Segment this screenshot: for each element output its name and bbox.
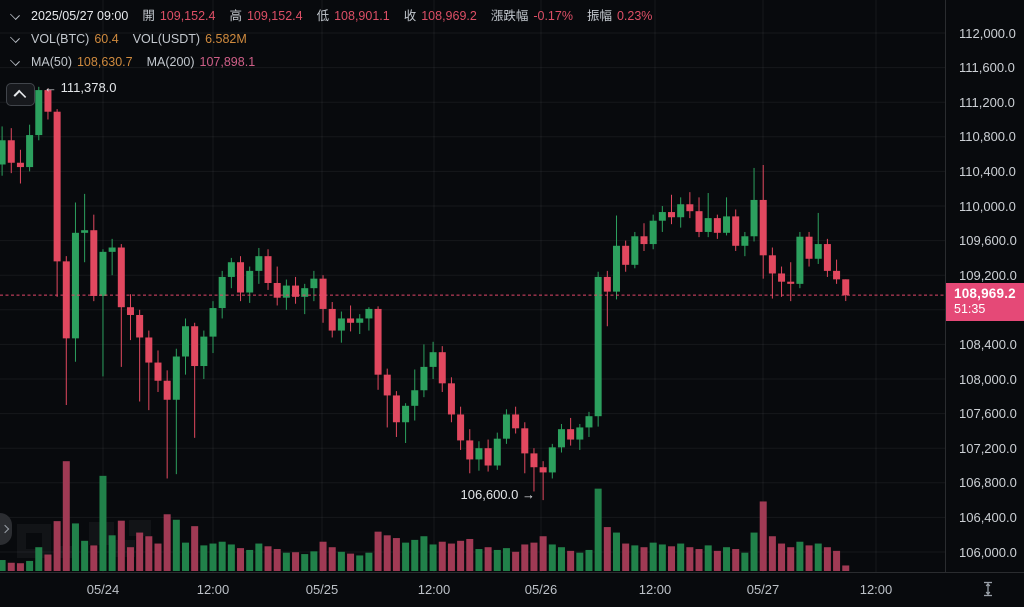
price-scale-icon[interactable] (980, 580, 996, 598)
current-price-badge: 108,969.2 51:35 (946, 282, 1024, 321)
chevron-down-icon[interactable] (10, 10, 20, 20)
high-price-annotation: ← 111,378.0 (44, 79, 117, 95)
price-axis-label: 111,200.0 (959, 94, 1015, 110)
time-axis[interactable]: 05/24 12:00 05/25 12:00 05/26 12:00 05/27 12:00 (0, 572, 1024, 607)
close-label: 收 (403, 9, 417, 23)
price-axis-label: 109,600.0 (959, 233, 1017, 249)
change-label: 漲跌幅 (490, 9, 529, 23)
price-axis-label: 106,400.0 (959, 509, 1017, 525)
high-value: 109,152.4 (246, 9, 303, 23)
chevron-up-icon (13, 89, 26, 102)
price-axis[interactable]: 108,969.2 51:35 112,000.0 111,600.0 111,20… (945, 0, 1024, 572)
low-value: 108,901.1 (334, 9, 390, 23)
time-axis-label: 05/24 (86, 582, 120, 597)
price-axis-label: 110,000.0 (959, 198, 1016, 214)
open-value: 109,152.4 (159, 9, 216, 23)
low-label: 低 (316, 9, 330, 23)
legend-row-volume: VOL(BTC) 60.4 VOL(USDT) 6.582M (9, 32, 261, 47)
chevron-down-icon[interactable] (10, 56, 20, 66)
collapse-legend-button[interactable] (6, 83, 35, 106)
price-axis-label: 108,000.0 (959, 371, 1017, 387)
vol-usdt-label: VOL(USDT) (132, 32, 201, 46)
time-axis-label: 12:00 (196, 582, 230, 597)
time-axis-label: 05/27 (746, 582, 780, 597)
price-axis-label: 107,200.0 (959, 440, 1017, 456)
price-axis-label: 110,400.0 (959, 163, 1016, 179)
vol-btc-value: 60.4 (94, 32, 119, 46)
price-axis-label: 107,600.0 (959, 406, 1017, 422)
high-label: 高 (229, 9, 242, 23)
candle-datetime: 2025/05/27 09:00 (31, 9, 129, 23)
ma200-value: 107,898.1 (199, 55, 256, 69)
price-axis-label: 109,200.0 (959, 267, 1017, 283)
amplitude-label: 振幅 (586, 9, 612, 23)
price-axis-label: 112,000.0 (959, 25, 1016, 41)
price-axis-label: 111,600.0 (959, 60, 1015, 76)
candlestick-chart[interactable] (0, 0, 945, 572)
price-axis-label: 108,400.0 (959, 336, 1017, 352)
time-axis-label: 12:00 (859, 582, 893, 597)
vol-usdt-value: 6.582M (205, 32, 247, 46)
legend-row-ma: MA(50) 108,630.7 MA(200) 107,898.1 (9, 55, 269, 70)
chevron-right-icon (0, 524, 10, 534)
vol-btc-label: VOL(BTC) (31, 32, 90, 46)
amplitude-value: 0.23% (616, 9, 653, 23)
ma50-label: MA(50) (31, 55, 72, 69)
expand-panel-button[interactable] (0, 513, 12, 545)
change-value: -0.17% (533, 9, 573, 23)
time-axis-label: 12:00 (417, 582, 451, 597)
price-axis-label: 106,800.0 (959, 475, 1017, 491)
ma200-label: MA(200) (146, 55, 195, 69)
low-price-annotation: 106,600.0 → (460, 487, 535, 503)
legend-row-ohlc: 2025/05/27 09:00 開 109,152.4 高 109,152.4… (9, 9, 666, 24)
price-axis-label: 110,800.0 (959, 129, 1016, 145)
current-price-value: 108,969.2 (954, 285, 1016, 301)
time-axis-label: 05/25 (305, 582, 339, 597)
close-value: 108,969.2 (421, 9, 477, 23)
time-axis-label: 05/26 (524, 582, 558, 597)
price-axis-label: 106,000.0 (959, 544, 1017, 560)
candle-countdown-timer: 51:35 (954, 301, 986, 316)
chevron-down-icon[interactable] (10, 33, 20, 43)
time-axis-label: 12:00 (638, 582, 672, 597)
ma50-value: 108,630.7 (76, 55, 133, 69)
open-label: 開 (142, 9, 155, 23)
